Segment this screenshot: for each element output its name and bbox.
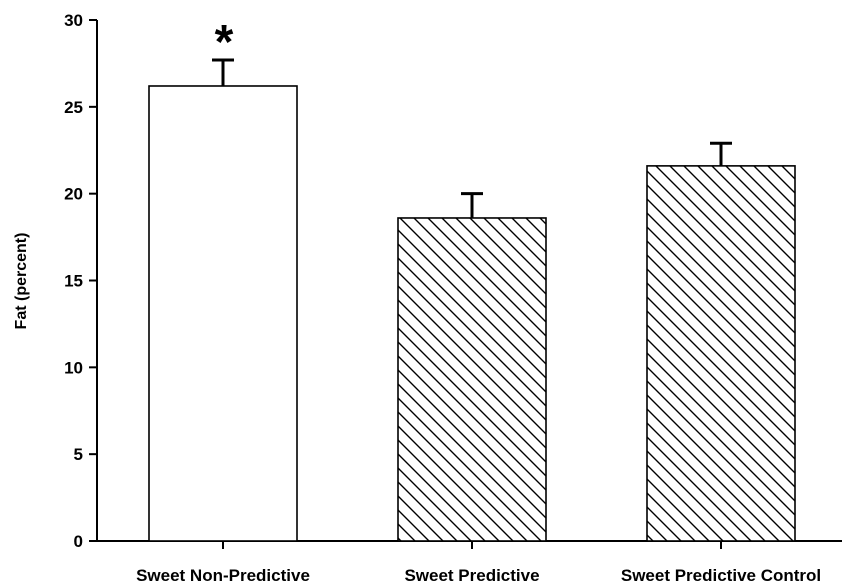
y-tick-label: 0 [74,532,83,551]
y-tick-label: 25 [64,98,83,117]
x-tick-label: Sweet Predictive [404,566,539,585]
y-tick-label: 15 [64,272,83,291]
y-tick-label: 10 [64,358,83,377]
bar-sweet-non-predictive [148,85,298,542]
bar-sweet-predictive [397,217,547,542]
x-tick-label: Sweet Non-Predictive [136,566,310,585]
y-axis-label: Fat (percent) [13,233,30,330]
significance-asterisk: * [215,16,234,69]
bar-sweet-predictive-control [646,165,796,542]
x-tick-label: Sweet Predictive Control [621,566,821,585]
y-tick-label: 30 [64,11,83,30]
y-tick-label: 5 [74,445,83,464]
y-tick-label: 20 [64,185,83,204]
